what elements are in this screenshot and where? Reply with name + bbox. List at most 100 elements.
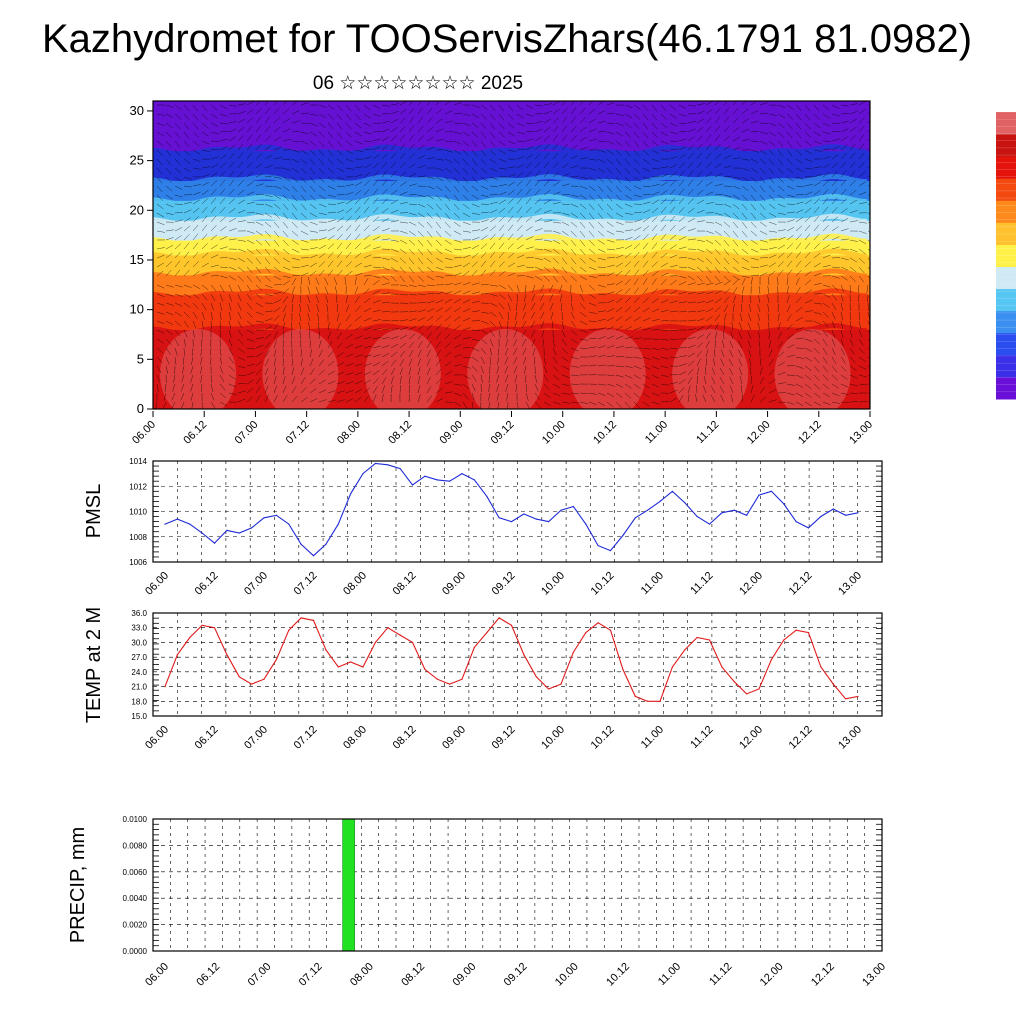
wind-barb (246, 257, 254, 264)
wind-barb (714, 306, 721, 313)
wind-barb (192, 242, 199, 250)
wind-barb (354, 363, 363, 367)
wind-barb (192, 233, 199, 241)
wind-barb (570, 365, 579, 368)
wind-barb (174, 260, 181, 268)
wind-barb (849, 347, 855, 355)
wind-barb (777, 361, 785, 367)
wind-barb (579, 311, 587, 318)
wind-barb (255, 266, 262, 274)
wind-barb (345, 398, 354, 403)
wind-barb (831, 122, 840, 124)
wind-barb (741, 275, 750, 278)
wind-barb (831, 162, 839, 169)
wind-barb (813, 173, 822, 178)
wind-barb (831, 170, 838, 178)
wind-barb (354, 388, 363, 394)
wind-barb (633, 219, 642, 223)
wind-barb (505, 383, 509, 392)
y-axis-label: PMSL (83, 484, 105, 538)
wind-barb (542, 338, 545, 347)
wind-barb (156, 131, 165, 137)
wind-barb (444, 274, 453, 277)
wind-barb (849, 189, 857, 196)
wind-barb (300, 397, 308, 403)
wind-barb (849, 209, 858, 214)
wind-barb (345, 270, 353, 277)
wind-barb (669, 389, 678, 394)
wind-barb (633, 113, 641, 120)
wind-barb (831, 365, 838, 373)
wind-barb (308, 322, 311, 331)
wind-barb (633, 392, 641, 399)
wind-barb (264, 221, 272, 228)
wind-barb (219, 131, 228, 133)
wind-barb (525, 188, 532, 196)
wind-barb (633, 251, 640, 259)
wind-barb (768, 254, 777, 259)
y-tick-label: 30.0 (131, 638, 147, 647)
data-point (226, 529, 228, 532)
wind-barb (496, 383, 500, 392)
wind-barb (363, 363, 372, 367)
wind-barb (282, 358, 285, 367)
wind-barb (336, 304, 338, 313)
wind-barb (858, 143, 865, 151)
wind-barb (687, 198, 695, 205)
wind-barb (246, 191, 255, 196)
wind-barb (786, 324, 793, 331)
wind-barb (354, 149, 363, 152)
wind-barb (849, 338, 854, 347)
wind-barb (183, 140, 190, 148)
wind-barb (291, 386, 297, 394)
wind-barb (552, 401, 561, 405)
wind-barb (336, 390, 345, 394)
data-point (486, 495, 488, 497)
wind-barb (219, 146, 228, 151)
wind-barb (246, 117, 254, 124)
wind-barb (840, 198, 848, 205)
wind-barb (363, 264, 372, 268)
wind-barb (513, 329, 518, 338)
wind-barb (687, 319, 696, 322)
data-point (164, 523, 166, 525)
wind-barb (651, 224, 658, 232)
wind-barb (435, 323, 442, 331)
wind-barb (462, 356, 471, 359)
wind-barb (534, 238, 543, 241)
wind-barb (246, 311, 253, 318)
wind-barb (336, 234, 343, 241)
wind-barb (768, 131, 776, 137)
wind-barb (291, 203, 298, 211)
wind-barb (489, 260, 496, 268)
wind-barb (496, 374, 500, 383)
wind-barb (255, 386, 261, 394)
wind-barb (687, 144, 695, 151)
wind-barb (480, 158, 487, 165)
wind-barb (606, 335, 615, 340)
wind-barb (840, 257, 849, 261)
data-point (820, 515, 822, 518)
wind-barb (345, 207, 353, 214)
wind-barb (741, 295, 743, 304)
wind-barb (768, 368, 775, 376)
wind-barb (246, 125, 253, 133)
wind-barb (723, 313, 727, 322)
wind-barb (705, 248, 713, 255)
wind-barb (795, 176, 804, 180)
wind-barb (453, 203, 460, 211)
wind-barb (849, 110, 858, 115)
wind-barb (171, 401, 176, 409)
wind-barb (462, 149, 469, 156)
wind-barb (559, 293, 563, 302)
wind-barb (507, 140, 516, 145)
wind-barb (687, 266, 696, 271)
wind-barb (372, 138, 381, 142)
wind-barb (201, 206, 208, 214)
wind-barb (192, 216, 199, 223)
wind-barb (522, 311, 527, 320)
wind-barb (732, 295, 737, 304)
wind-barb (174, 104, 182, 110)
wind-barb (498, 216, 505, 223)
